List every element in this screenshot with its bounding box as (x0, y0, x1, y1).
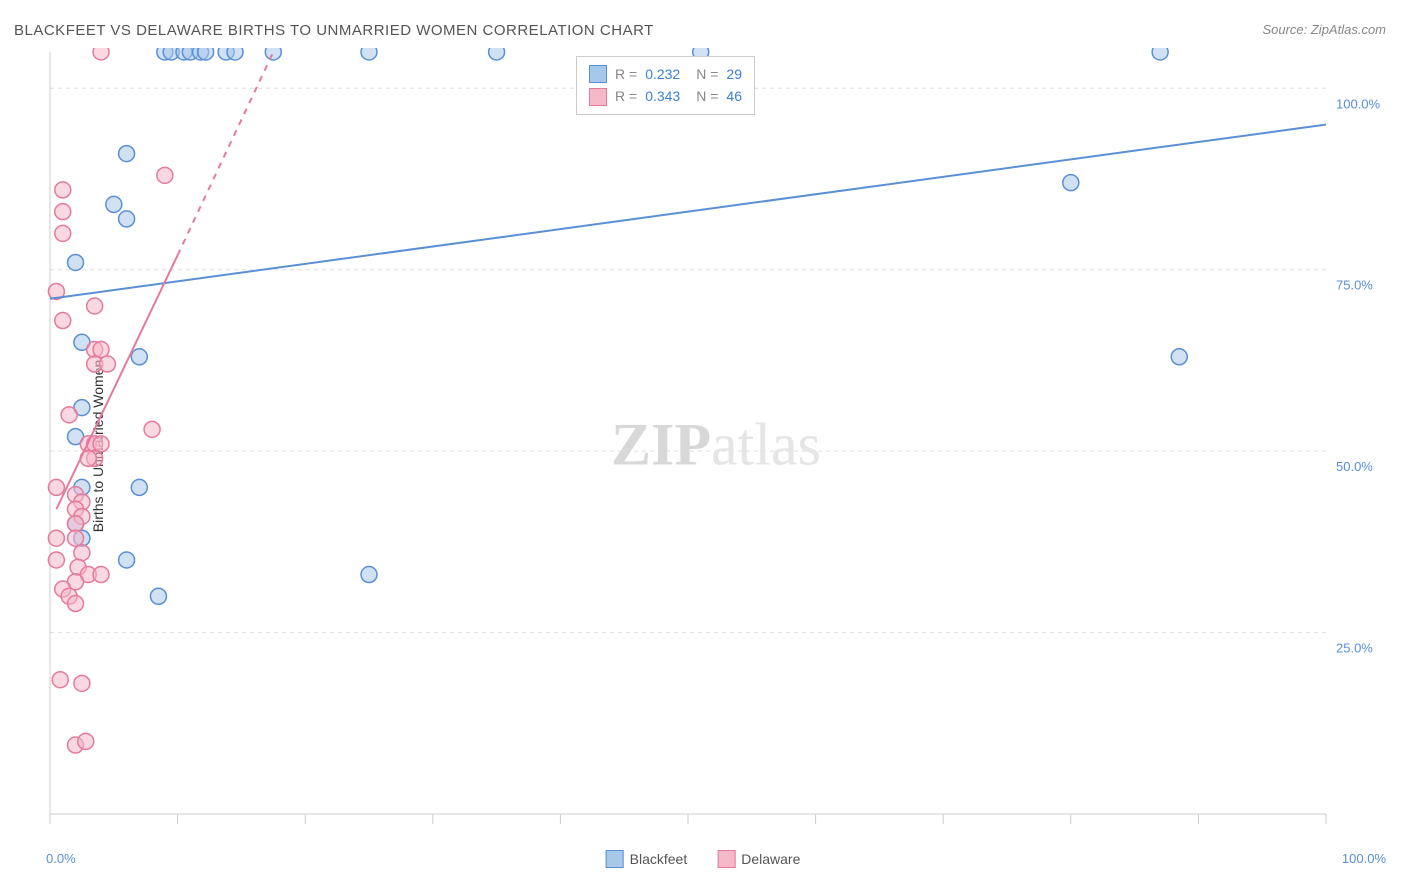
svg-text:75.0%: 75.0% (1336, 278, 1373, 293)
legend-label-delaware: Delaware (741, 851, 800, 867)
x-axis-max-label: 100.0% (1342, 851, 1386, 866)
correlation-legend-box: R = 0.232 N = 29 R = 0.343 N = 46 (576, 56, 755, 115)
series-legend: Blackfeet Delaware (606, 850, 801, 868)
r-value-delaware: 0.343 (645, 85, 680, 107)
r-value-blackfeet: 0.232 (645, 63, 680, 85)
r-label: R = (615, 85, 637, 107)
swatch-blackfeet (589, 65, 607, 83)
scatter-chart-svg: 25.0% 50.0% 75.0% 100.0% (46, 48, 1386, 842)
source-attribution: Source: ZipAtlas.com (1262, 22, 1386, 37)
n-value-blackfeet: 29 (726, 63, 742, 85)
svg-text:25.0%: 25.0% (1336, 641, 1373, 656)
r-label: R = (615, 63, 637, 85)
n-label: N = (696, 63, 718, 85)
swatch-blackfeet-icon (606, 850, 624, 868)
n-value-delaware: 46 (726, 85, 742, 107)
legend-item-blackfeet: Blackfeet (606, 850, 688, 868)
legend-label-blackfeet: Blackfeet (630, 851, 688, 867)
legend-row-blackfeet: R = 0.232 N = 29 (589, 63, 742, 85)
svg-text:50.0%: 50.0% (1336, 459, 1373, 474)
n-label: N = (696, 85, 718, 107)
legend-row-delaware: R = 0.343 N = 46 (589, 85, 742, 107)
swatch-delaware (589, 88, 607, 106)
swatch-delaware-icon (717, 850, 735, 868)
x-axis-min-label: 0.0% (46, 851, 76, 866)
legend-item-delaware: Delaware (717, 850, 800, 868)
svg-text:100.0%: 100.0% (1336, 96, 1381, 111)
chart-title: BLACKFEET VS DELAWARE BIRTHS TO UNMARRIE… (14, 22, 654, 39)
chart-plot-area: 25.0%50.0%75.0%100.0% ZIPatlas R = 0.232… (46, 48, 1386, 842)
